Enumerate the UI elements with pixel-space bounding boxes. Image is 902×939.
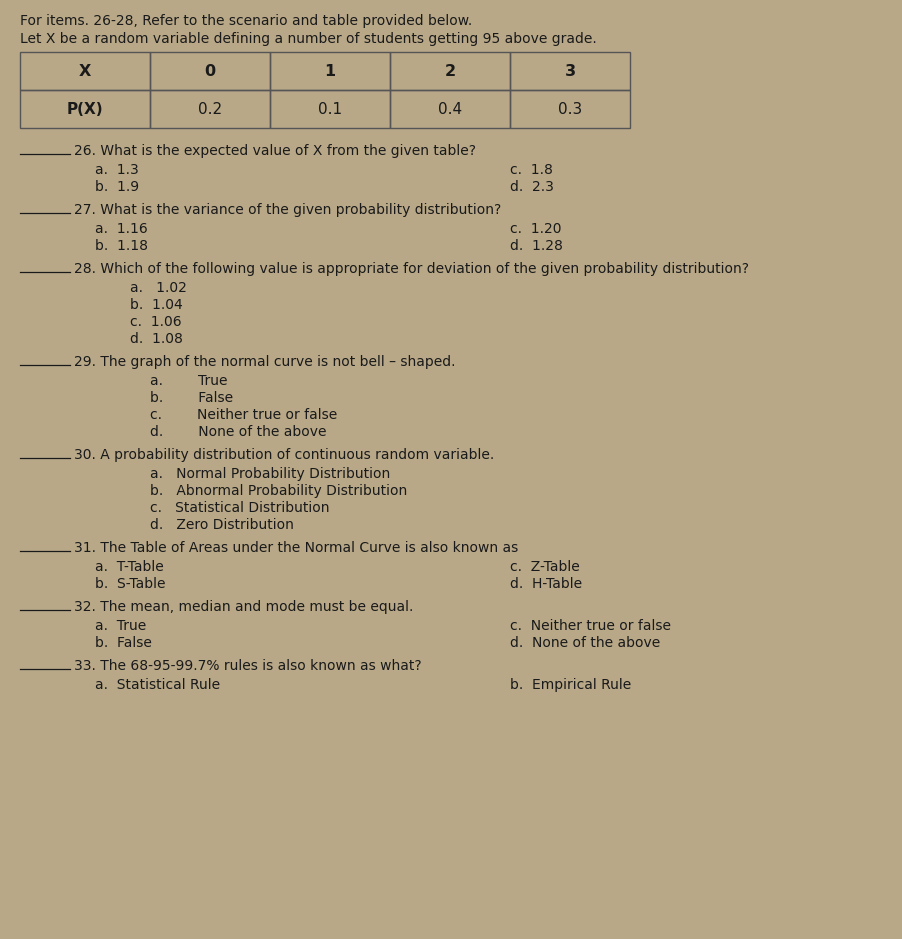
Text: c.  Neither true or false: c. Neither true or false (510, 619, 671, 633)
Text: a.  Statistical Rule: a. Statistical Rule (95, 678, 220, 692)
Text: 0: 0 (205, 64, 216, 79)
Text: a.  1.3: a. 1.3 (95, 163, 139, 177)
Text: a.   Normal Probability Distribution: a. Normal Probability Distribution (150, 467, 391, 481)
Bar (150, 52, 270, 90)
Text: c.  1.8: c. 1.8 (510, 163, 553, 177)
Text: a.   1.02: a. 1.02 (130, 281, 187, 295)
Bar (270, 90, 390, 128)
Text: c.  1.06: c. 1.06 (130, 315, 181, 329)
Text: a.  1.16: a. 1.16 (95, 222, 148, 236)
Text: b.  1.9: b. 1.9 (95, 180, 139, 194)
Text: c.   Statistical Distribution: c. Statistical Distribution (150, 501, 329, 515)
Bar (20, 90, 150, 128)
Text: 27. What is the variance of the given probability distribution?: 27. What is the variance of the given pr… (74, 203, 502, 217)
Text: 29. The graph of the normal curve is not bell – shaped.: 29. The graph of the normal curve is not… (74, 355, 456, 369)
Text: c.  1.20: c. 1.20 (510, 222, 562, 236)
Text: d.  None of the above: d. None of the above (510, 636, 660, 650)
Text: 28. Which of the following value is appropriate for deviation of the given proba: 28. Which of the following value is appr… (74, 262, 749, 276)
Bar (510, 90, 630, 128)
Text: d.  1.28: d. 1.28 (510, 239, 563, 253)
Text: b.  1.04: b. 1.04 (130, 298, 183, 312)
Text: d.   Zero Distribution: d. Zero Distribution (150, 518, 294, 532)
Text: d.  2.3: d. 2.3 (510, 180, 554, 194)
Text: 31. The Table of Areas under the Normal Curve is also known as: 31. The Table of Areas under the Normal … (74, 541, 519, 555)
Text: 2: 2 (445, 64, 456, 79)
Bar (270, 52, 390, 90)
Text: P(X): P(X) (67, 101, 104, 116)
Text: 0.3: 0.3 (557, 101, 582, 116)
Text: b.   Abnormal Probability Distribution: b. Abnormal Probability Distribution (150, 484, 407, 498)
Text: X: X (78, 64, 91, 79)
Bar (390, 52, 510, 90)
Bar (20, 52, 150, 90)
Text: 0.1: 0.1 (318, 101, 342, 116)
Text: b.  Empirical Rule: b. Empirical Rule (510, 678, 631, 692)
Text: b.  S-Table: b. S-Table (95, 577, 165, 591)
Text: b.        False: b. False (150, 391, 233, 405)
Text: d.        None of the above: d. None of the above (150, 425, 327, 439)
Text: For items. 26-28, Refer to the scenario and table provided below.: For items. 26-28, Refer to the scenario … (20, 14, 473, 28)
Text: b.  False: b. False (95, 636, 152, 650)
Bar (390, 90, 510, 128)
Text: 33. The 68-95-99.7% rules is also known as what?: 33. The 68-95-99.7% rules is also known … (74, 659, 421, 673)
Text: c.        Neither true or false: c. Neither true or false (150, 408, 337, 422)
Text: a.  True: a. True (95, 619, 146, 633)
Text: 0.2: 0.2 (198, 101, 222, 116)
Bar (510, 52, 630, 90)
Text: Let X be a random variable defining a number of students getting 95 above grade.: Let X be a random variable defining a nu… (20, 32, 597, 46)
Text: a.        True: a. True (150, 374, 227, 388)
Text: d.  H-Table: d. H-Table (510, 577, 582, 591)
Text: 26. What is the expected value of X from the given table?: 26. What is the expected value of X from… (74, 144, 476, 158)
Text: d.  1.08: d. 1.08 (130, 332, 183, 346)
Text: 3: 3 (565, 64, 575, 79)
Text: c.  Z-Table: c. Z-Table (510, 560, 580, 574)
Text: 0.4: 0.4 (438, 101, 462, 116)
Text: 30. A probability distribution of continuous random variable.: 30. A probability distribution of contin… (74, 448, 494, 462)
Text: 32. The mean, median and mode must be equal.: 32. The mean, median and mode must be eq… (74, 600, 413, 614)
Text: b.  1.18: b. 1.18 (95, 239, 148, 253)
Bar (150, 90, 270, 128)
Text: a.  T-Table: a. T-Table (95, 560, 164, 574)
Text: 1: 1 (325, 64, 336, 79)
